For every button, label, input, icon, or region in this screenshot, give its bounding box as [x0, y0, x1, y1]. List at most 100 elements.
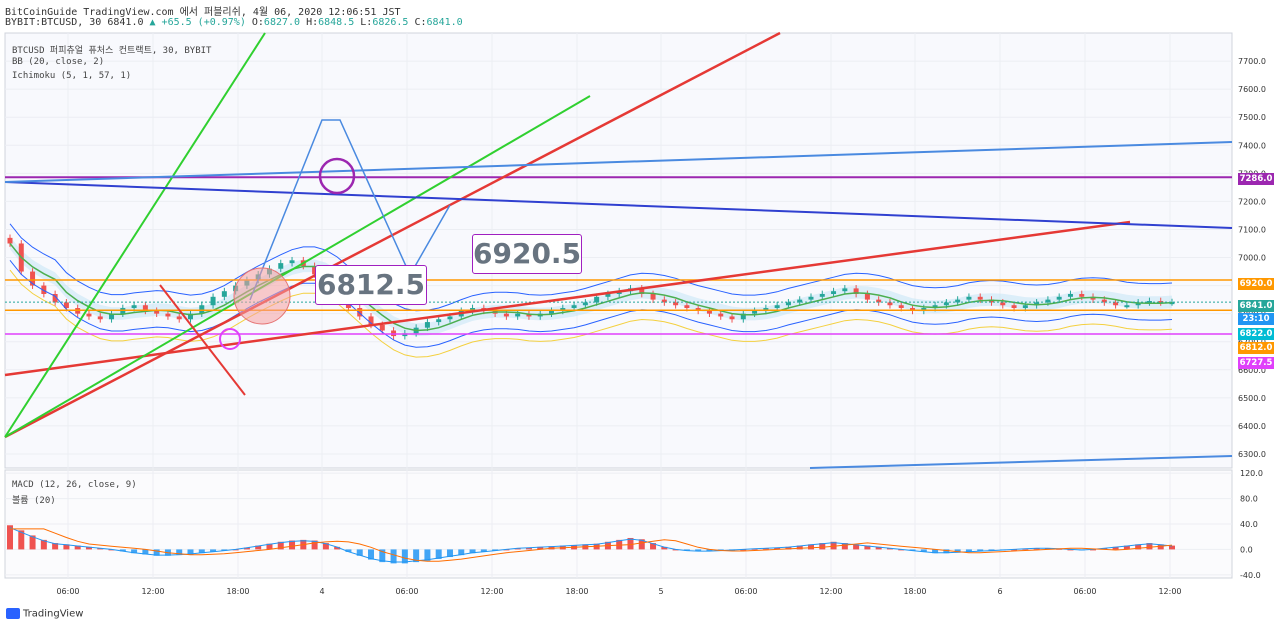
- macd-bar: [210, 549, 217, 552]
- price-pane[interactable]: [4, 32, 1233, 469]
- time-tick-label: 12:00: [1158, 587, 1181, 596]
- price-tick-label: 7500.0: [1238, 113, 1266, 122]
- macd-axis: 120.0 80.0 40.0 0.0 -40.0: [1240, 469, 1263, 580]
- price-tick-label: 6300.0: [1238, 450, 1266, 459]
- candle-body: [470, 308, 476, 311]
- candle-body: [1034, 302, 1040, 306]
- macd-bar: [187, 549, 194, 555]
- macd-bar: [864, 545, 871, 550]
- macd-bar: [63, 544, 70, 550]
- candle-body: [718, 313, 724, 317]
- macd-bar: [954, 549, 961, 553]
- macd-bar: [1169, 545, 1175, 550]
- candle-body: [1045, 299, 1051, 303]
- candle-body: [199, 305, 205, 314]
- trend-line: [809, 455, 1233, 469]
- macd-bar: [277, 541, 284, 550]
- macd-bar: [740, 549, 747, 551]
- candle-body: [763, 308, 769, 311]
- candle-body: [571, 305, 577, 309]
- candle-body: [52, 294, 58, 303]
- candle-body: [695, 308, 701, 311]
- candle-body: [7, 237, 13, 244]
- candle-body: [447, 316, 453, 320]
- candle-body: [165, 313, 171, 317]
- candle-body: [797, 299, 803, 303]
- macd-bar: [131, 549, 138, 554]
- macd-bar: [413, 549, 420, 563]
- candle-body: [131, 305, 137, 309]
- candle-body: [594, 296, 600, 303]
- price-tag: 23:10: [1238, 313, 1274, 325]
- candle-body: [740, 313, 746, 320]
- sad-face-icon: [219, 328, 241, 350]
- candle-body: [1067, 294, 1073, 297]
- macd-bar: [435, 549, 442, 559]
- macd-bar: [446, 549, 453, 558]
- macd-bar: [153, 549, 160, 556]
- macd-bar: [1157, 544, 1164, 550]
- macd-bar: [977, 549, 984, 552]
- brand-label: TradingView: [23, 608, 84, 620]
- macd-bar: [29, 535, 36, 550]
- candle-body: [661, 299, 667, 303]
- candle-body: [864, 294, 870, 300]
- macd-bar: [706, 549, 713, 552]
- macd-bar: [1146, 543, 1153, 550]
- high-label: H:: [306, 17, 319, 28]
- macd-bar: [345, 549, 352, 552]
- candle-body: [109, 313, 115, 320]
- candle-body: [1011, 305, 1017, 309]
- candle-body: [1124, 305, 1130, 308]
- macd-bar: [1135, 544, 1142, 550]
- price-tick-label: 6500.0: [1238, 394, 1266, 403]
- candle-body: [582, 302, 588, 306]
- candle-body: [86, 313, 92, 317]
- macd-bar: [221, 549, 228, 551]
- low-label: L:: [360, 17, 373, 28]
- candle-body: [774, 305, 780, 309]
- macd-bar: [965, 549, 972, 552]
- macd-bar: [492, 549, 499, 551]
- macd-bar: [807, 544, 814, 550]
- legend-volume: 볼륨 (20): [12, 496, 56, 506]
- candle-body: [673, 302, 679, 306]
- candle-body: [819, 294, 825, 297]
- macd-bar: [18, 530, 25, 550]
- candle-body: [176, 316, 182, 320]
- candle-body: [63, 302, 69, 309]
- candle-body: [966, 296, 972, 300]
- candle-body: [785, 302, 791, 306]
- macd-bar: [650, 543, 657, 550]
- annotation-6920[interactable]: 6920.5: [472, 234, 582, 274]
- indicator-lines: [9, 223, 1173, 358]
- macd-bar: [920, 549, 927, 552]
- annotation-6812[interactable]: 6812.5: [315, 265, 427, 305]
- close-value: 6841.0: [426, 17, 463, 28]
- price-tick-label: 7700.0: [1238, 57, 1266, 66]
- bb-lower: [9, 259, 1173, 348]
- projection-path: [249, 119, 451, 301]
- macd-histogram: [7, 525, 1175, 564]
- candle-body: [379, 324, 385, 331]
- trend-line: [4, 32, 266, 438]
- candle-body: [1090, 296, 1096, 300]
- candle-body: [842, 288, 848, 292]
- macd-bar: [537, 546, 544, 550]
- macd-bar: [774, 547, 781, 550]
- time-tick-label: 06:00: [734, 587, 757, 596]
- macd-bar: [683, 549, 690, 551]
- macd-bar: [841, 543, 848, 550]
- price-tag: 6727.5: [1238, 357, 1274, 369]
- candle-body: [221, 291, 227, 297]
- candle-body: [932, 305, 938, 309]
- tv-icon: [6, 608, 20, 619]
- time-axis: 06:00 12:00 18:00 4 06:00 12:00 18:00 5 06:00 12:…: [56, 587, 1181, 596]
- candle-body: [312, 265, 318, 275]
- candle-body: [154, 310, 160, 314]
- candle-body: [853, 288, 859, 294]
- macd-bar: [368, 549, 375, 560]
- macd-bar: [232, 549, 239, 551]
- candle-body: [921, 308, 927, 311]
